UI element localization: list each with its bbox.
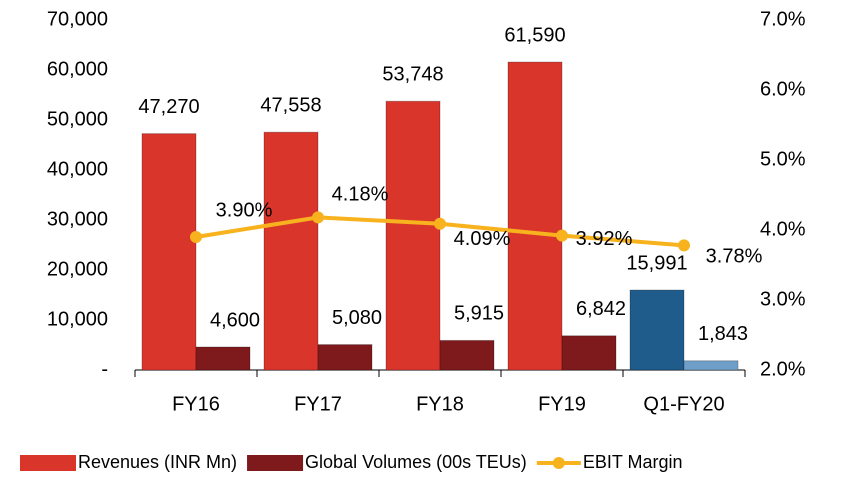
bar [683, 360, 739, 371]
y-tick-label: 40,000 [47, 158, 108, 180]
data-label: 5,080 [332, 307, 382, 329]
data-label: 47,270 [138, 96, 199, 118]
line-marker [190, 231, 202, 243]
legend-swatch [20, 455, 76, 471]
legend-label: Revenues (INR Mn) [78, 452, 237, 472]
y-tick-label: 70,000 [47, 8, 108, 30]
x-tick-label: FY18 [416, 393, 464, 415]
x-tick-label: FY17 [294, 393, 342, 415]
y2-tick-label: 3.0% [760, 288, 806, 310]
bar [141, 133, 197, 371]
legend-swatch [247, 455, 304, 471]
y2-tick-label: 4.0% [760, 218, 806, 240]
y-tick-label: 50,000 [47, 108, 108, 130]
line-marker [434, 217, 446, 230]
data-label: 3.92% [576, 228, 633, 250]
y-tick-label: 60,000 [47, 58, 108, 80]
y2-tick-label: 7.0% [760, 8, 806, 30]
data-label: 15,991 [626, 252, 687, 274]
x-tick-label: FY16 [172, 393, 220, 415]
y2-tick-label: 2.0% [760, 358, 806, 380]
data-label: 3.78% [706, 246, 763, 268]
x-tick-label: Q1-FY20 [643, 393, 724, 415]
data-label: 47,558 [260, 94, 321, 116]
data-label: 1,843 [698, 323, 748, 345]
bar [629, 289, 685, 371]
line-marker [678, 239, 690, 252]
data-label: 61,590 [504, 24, 565, 46]
bar [385, 100, 441, 371]
y-tick-label: 20,000 [47, 258, 108, 280]
bar [195, 346, 251, 371]
data-label: 4.18% [332, 184, 389, 206]
data-label: 53,748 [382, 64, 443, 86]
legend-swatch [552, 457, 565, 469]
x-tick-label: FY19 [538, 393, 586, 415]
line-marker [312, 211, 324, 224]
data-label: 4.09% [454, 228, 511, 250]
bar [439, 339, 495, 371]
legend-label: Global Volumes (00s TEUs) [305, 452, 527, 472]
y2-tick-label: 5.0% [760, 148, 806, 170]
bar [317, 344, 373, 371]
line-marker [556, 229, 568, 242]
y2-tick-label: 6.0% [760, 78, 806, 100]
data-label: 6,842 [576, 298, 626, 320]
data-label: 4,600 [210, 309, 260, 331]
data-label: 5,915 [454, 303, 504, 325]
y-tick-label: 10,000 [47, 308, 108, 330]
bar [263, 131, 319, 371]
y-tick-label: - [101, 358, 108, 380]
data-label: 3.90% [216, 199, 273, 221]
legend-label: EBIT Margin [583, 452, 683, 472]
bar [507, 61, 563, 371]
y-tick-label: 30,000 [47, 208, 108, 230]
bar [561, 335, 617, 371]
